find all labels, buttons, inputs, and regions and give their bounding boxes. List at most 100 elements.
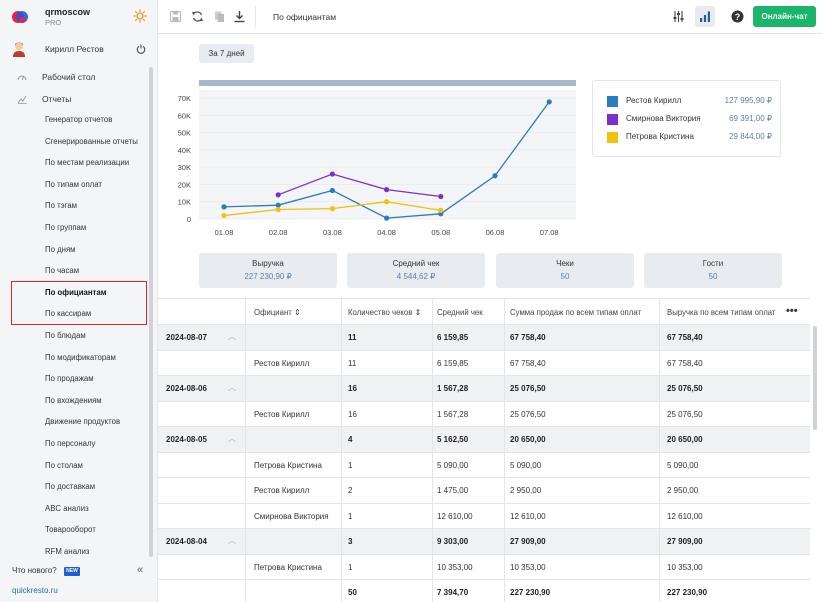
main-scrollbar[interactable] [813,326,817,430]
cell-revenue: 12 610,00 [667,511,703,521]
sidebar-item-tables[interactable]: По столам [0,455,150,476]
save-icon[interactable] [169,10,182,23]
cell-waiter: Петрова Кристина [254,562,322,572]
sidebar-item-turnover[interactable]: Товарооборот [0,519,150,540]
table-row[interactable]: Петрова Кристина 1 10 353,00 10 353,00 10 35… [158,554,810,580]
nav-reports[interactable]: Отчеты [0,90,150,108]
series-point[interactable] [546,99,552,105]
copy-icon[interactable] [213,10,226,23]
table-row[interactable]: Смирнова Виктория 1 12 610,00 12 610,00 12 6… [158,503,810,529]
series-point[interactable] [275,192,281,198]
series-point[interactable] [329,206,335,212]
col-header-revenue[interactable]: Выручка по всем типам оплат [667,308,779,317]
column-divider [245,376,246,402]
collapse-group-icon[interactable]: ︿ [228,536,236,545]
kpi-checks: Чеки 50 [496,253,634,288]
sidebar-item-modifiers[interactable]: По модификаторам [0,347,150,368]
series-point[interactable] [438,207,444,213]
chart-range-bar[interactable] [199,80,576,86]
sidebar-item-deliveries[interactable]: По доставкам [0,476,150,497]
filter-sliders-icon[interactable] [672,10,685,23]
column-divider [659,452,660,478]
user-profile[interactable]: Кирилл Рестов [0,36,158,62]
table-row[interactable]: Рестов Кирилл 16 1 567,28 25 076,50 25 076,5… [158,401,810,427]
power-icon[interactable] [136,44,146,54]
refresh-icon[interactable] [191,10,204,23]
chart-toggle-button[interactable] [695,6,715,27]
collapse-group-icon[interactable]: ︿ [228,383,236,392]
collapse-sidebar-icon[interactable]: « [137,564,144,576]
page-title: По официантам [273,12,337,22]
column-divider [341,580,342,602]
series-point[interactable] [384,199,390,205]
sidebar-item-staff[interactable]: По персоналу [0,433,150,454]
table-row[interactable]: Петрова Кристина 1 5 090,00 5 090,00 5 090,0… [158,452,810,478]
table-group-row[interactable]: 2024-08-05 ︿ 4 5 162,50 20 650,00 20 650,00 [158,427,810,453]
series-point[interactable] [384,187,390,193]
sidebar-scrollbar[interactable] [149,67,153,557]
kpi-title: Гости [702,259,724,268]
sidebar-item-days[interactable]: По дням [0,239,150,260]
sidebar-item-tags[interactable]: По тэгам [0,195,150,216]
collapse-group-icon[interactable]: ︿ [228,332,236,341]
series-point[interactable] [221,204,227,210]
sidebar-item-label: По тэгам [45,201,78,211]
column-divider [504,503,505,529]
sidebar-item-abc[interactable]: ABC анализ [0,498,150,519]
sidebar-item-groups[interactable]: По группам [0,217,150,238]
series-point[interactable] [329,171,335,177]
sidebar-item-hours[interactable]: По часам [0,260,150,281]
legend-item[interactable]: Рестов Кирилл 127 995,90 ₽ [607,94,772,108]
download-icon[interactable] [233,10,246,23]
quickresto-link[interactable]: quickresto.ru [12,586,58,595]
series-point[interactable] [275,206,281,213]
col-header-average[interactable]: Средний чек [437,308,503,317]
table-row[interactable]: Рестов Кирилл 2 1 475,00 2 950,00 2 950,00 [158,478,810,504]
column-divider [245,529,246,555]
cell-checks: 11 [348,333,357,342]
collapse-group-icon[interactable]: ︿ [228,434,236,443]
whats-new-link[interactable]: Что нового? [12,566,57,575]
series-point[interactable] [438,193,444,200]
series-point[interactable] [492,173,498,179]
table-group-row[interactable]: 2024-08-04 ︿ 3 9 303,00 27 909,00 27 909,00 [158,529,810,555]
series-point[interactable] [329,187,335,194]
online-chat-button[interactable]: Онлайн-чат [753,6,816,27]
table-total-row[interactable]: 50 7 394,70 227 230,90 227 230,90 [158,580,810,602]
period-button[interactable]: За 7 дней [199,44,254,63]
column-divider [659,554,660,580]
sidebar-item-rfm[interactable]: RFM анализ [0,541,150,562]
brand[interactable]: qrmoscow PRO [0,0,158,34]
sidebar-item-sales[interactable]: По продажам [0,368,150,389]
more-options-icon[interactable]: ••• [786,305,798,317]
sidebar-item-label: По вхождениям [45,395,102,405]
sidebar-item-dishes[interactable]: По блюдам [0,325,150,346]
group-date: 2024-08-07 [166,333,207,342]
cell-sales-sum: 25 076,50 [510,409,546,419]
series-point[interactable] [384,215,390,221]
legend-item[interactable]: Смирнова Виктория 69 391,00 ₽ [607,112,772,126]
series-point[interactable] [221,212,227,219]
table-row[interactable]: Рестов Кирилл 11 6 159,85 67 758,40 67 758,4… [158,350,810,376]
table-group-row[interactable]: 2024-08-06 ︿ 16 1 567,28 25 076,50 25 076,50 [158,376,810,402]
sidebar-item-places[interactable]: По местам реализации [0,152,150,173]
sidebar-item-waiters[interactable]: По официантам [0,282,150,303]
table-group-row[interactable]: 2024-08-07 ︿ 11 6 159,85 67 758,40 67 758,40 [158,325,810,351]
help-icon[interactable]: ? [731,10,744,23]
sidebar-item-product-movement[interactable]: Движение продуктов [0,411,150,432]
sidebar-item-entries[interactable]: По вхождениям [0,390,150,411]
sun-icon[interactable] [133,9,147,23]
column-divider [341,529,342,555]
column-divider [659,376,660,402]
topbar-divider [255,6,256,28]
col-header-sales-sum[interactable]: Сумма продаж по всем типам оплат [510,308,646,317]
sidebar-item-generator[interactable]: Генератор отчетов [0,109,150,130]
sidebar-item-cashiers[interactable]: По кассирам [0,303,150,324]
series-point[interactable] [275,202,281,208]
sidebar-item-payment-types[interactable]: По типам оплат [0,174,150,195]
nav-dashboard[interactable]: Рабочий стол [0,68,150,86]
sidebar-item-generated[interactable]: Сгенерированные отчеты [0,131,150,152]
col-header-checks[interactable]: Количество чеков ⇕ [348,308,422,317]
col-header-waiter[interactable]: Официант ⇕ [254,308,301,317]
legend-item[interactable]: Петрова Кристина 29 844,00 ₽ [607,130,772,144]
